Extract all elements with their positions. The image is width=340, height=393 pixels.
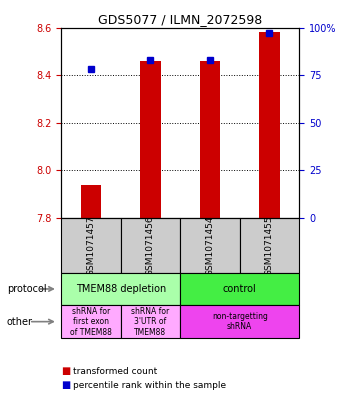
Bar [121, 305, 180, 338]
Text: other: other [7, 317, 33, 327]
Text: ■: ■ [61, 366, 70, 376]
Text: shRNA for
3'UTR of
TMEM88: shRNA for 3'UTR of TMEM88 [131, 307, 170, 336]
Bar [259, 32, 280, 218]
Title: GDS5077 / ILMN_2072598: GDS5077 / ILMN_2072598 [98, 13, 262, 26]
Text: shRNA for
first exon
of TMEM88: shRNA for first exon of TMEM88 [70, 307, 112, 336]
Bar [140, 61, 161, 218]
Bar [61, 305, 121, 338]
Text: GSM1071455: GSM1071455 [265, 215, 274, 276]
Bar [180, 273, 299, 305]
Text: TMEM88 depletion: TMEM88 depletion [75, 284, 166, 294]
Bar [180, 305, 299, 338]
Bar [200, 61, 220, 218]
Text: protocol: protocol [7, 284, 47, 294]
Text: GSM1071454: GSM1071454 [205, 215, 215, 275]
Text: non-targetting
shRNA: non-targetting shRNA [212, 312, 268, 331]
Text: ■: ■ [61, 380, 70, 390]
Text: control: control [223, 284, 257, 294]
Bar [180, 218, 240, 273]
Text: GSM1071456: GSM1071456 [146, 215, 155, 276]
Bar [61, 218, 121, 273]
Text: transformed count: transformed count [73, 367, 157, 376]
Text: GSM1071457: GSM1071457 [86, 215, 96, 276]
Bar [121, 218, 180, 273]
Text: percentile rank within the sample: percentile rank within the sample [73, 381, 226, 389]
Bar [61, 273, 180, 305]
Bar [81, 185, 101, 218]
Bar [240, 218, 299, 273]
